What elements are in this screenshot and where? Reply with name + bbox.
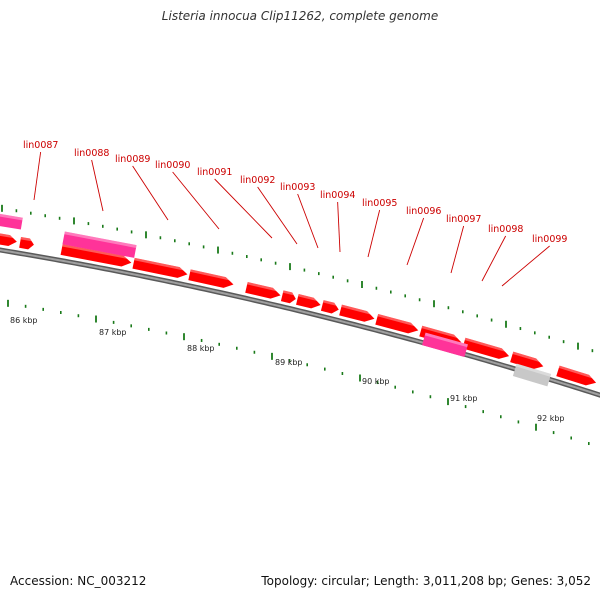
cds-arrow-shine	[134, 257, 186, 271]
gene-label-lin0097: lin0097	[446, 214, 481, 225]
leader-line	[367, 209, 381, 258]
misc-feature-shine	[515, 363, 552, 377]
rna-feature	[0, 213, 23, 230]
cds-arrow-body	[296, 294, 321, 309]
cds-arrow	[339, 304, 375, 322]
cds-arrow	[132, 257, 188, 278]
cds-arrow	[280, 290, 296, 304]
rna-feature-body	[0, 213, 23, 230]
gene-label-lin0099: lin0099	[532, 234, 567, 245]
gene-label-lin0089: lin0089	[115, 154, 150, 165]
cds-arrow-body	[19, 236, 34, 250]
leader-line	[132, 165, 169, 221]
leader-line	[172, 171, 220, 230]
cds-arrow-body	[132, 257, 188, 278]
cds-arrow-shine	[0, 232, 15, 239]
rna-feature	[62, 231, 137, 258]
leader-line	[501, 245, 550, 287]
rna-feature-shine	[64, 231, 137, 248]
cds-arrow-shine	[190, 269, 232, 281]
cds-arrow-body	[510, 351, 544, 370]
rna-feature-body	[62, 231, 137, 258]
rna-feature-shine	[424, 332, 468, 348]
cds-arrow-shine	[20, 236, 33, 242]
cds-arrow-shine	[282, 290, 296, 296]
cds-arrow-body	[320, 300, 339, 314]
gene-label-lin0087: lin0087	[23, 140, 58, 151]
cds-arrow-shine	[322, 300, 338, 307]
scale-label: 90 kbp	[362, 377, 390, 386]
misc-feature	[512, 363, 552, 387]
cds-arrow-body	[462, 337, 510, 359]
leader-line	[297, 193, 319, 249]
backbone-highlight	[0, 248, 600, 397]
cds-arrow-body	[339, 304, 375, 322]
gene-label-lin0090: lin0090	[155, 160, 190, 171]
scale-label: 87 kbp	[99, 328, 127, 337]
cds-arrow-body	[0, 232, 17, 246]
gene-label-lin0092: lin0092	[240, 175, 275, 186]
gene-label-lin0093: lin0093	[280, 182, 315, 193]
cds-arrow-shine	[298, 294, 319, 302]
rna-feature	[422, 332, 468, 357]
leader-line	[214, 178, 273, 239]
cds-arrow	[245, 282, 281, 299]
leader-line	[450, 225, 465, 274]
backbone-outline	[0, 247, 600, 398]
leader-line	[33, 151, 42, 201]
scale-label: 91 kbp	[450, 394, 478, 403]
cds-arrow	[296, 294, 321, 309]
cds-arrow-shine	[464, 337, 508, 353]
gene-label-lin0098: lin0098	[488, 224, 523, 235]
leader-line	[91, 159, 104, 212]
cds-arrow-shine	[341, 304, 373, 315]
cds-arrow	[375, 313, 419, 334]
label-layer: lin0087 lin0088 lin0089 lin0090 lin0091 lin00…	[10, 140, 567, 423]
cds-arrow-body	[188, 269, 234, 288]
cds-arrow-shine	[377, 313, 417, 327]
cds-arrow	[556, 365, 597, 386]
cds-arrow-shine	[62, 244, 129, 260]
cds-arrow-body	[280, 290, 296, 304]
rna-feature-shine	[0, 213, 23, 221]
cds-arrow	[320, 300, 339, 314]
cds-arrow-shine	[512, 351, 542, 363]
cds-arrow-body	[245, 282, 281, 299]
scale-label: 86 kbp	[10, 316, 38, 325]
gene-label-lin0095: lin0095	[362, 198, 397, 209]
gene-label-lin0088: lin0088	[74, 148, 109, 159]
cds-arrow	[0, 232, 17, 246]
cds-arrow	[462, 337, 510, 359]
rna-feature-body	[422, 332, 468, 357]
cds-arrow-body	[60, 244, 132, 267]
scale-label: 89 kbp	[275, 358, 303, 367]
cds-arrow-body	[556, 365, 597, 386]
gene-label-lin0091: lin0091	[197, 167, 232, 178]
cds-arrow-body	[375, 313, 419, 334]
gene-label-lin0094: lin0094	[320, 190, 355, 201]
cds-arrow	[19, 236, 34, 250]
genome-summary: Topology: circular; Length: 3,011,208 bp…	[261, 574, 591, 588]
map-title: Listeria innocua Clip11262, complete gen…	[161, 9, 439, 23]
scale-label: 92 kbp	[537, 414, 565, 423]
cds-arrow-shine	[421, 325, 460, 339]
leader-line	[257, 186, 298, 245]
cds-arrow	[510, 351, 544, 370]
feature-layer	[0, 213, 597, 387]
leader-layer	[33, 151, 550, 287]
cds-arrow-shine	[558, 365, 595, 379]
leader-line	[337, 201, 341, 253]
gene-label-lin0096: lin0096	[406, 206, 441, 217]
cds-arrow	[188, 269, 234, 288]
scale-label: 88 kbp	[187, 344, 215, 353]
misc-feature-body	[512, 363, 552, 387]
backbone-layer	[0, 247, 600, 398]
cds-arrow	[60, 244, 132, 267]
cds-arrow-shine	[247, 282, 279, 292]
accession-text: Accession: NC_003212	[10, 574, 147, 588]
leader-line	[406, 217, 425, 266]
leader-line	[481, 235, 507, 282]
tick-layer	[1, 204, 594, 446]
